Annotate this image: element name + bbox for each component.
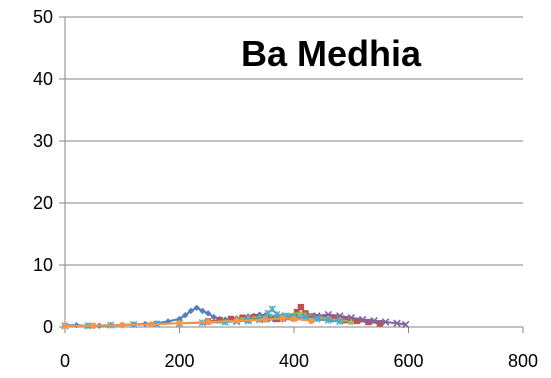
data-point (233, 317, 240, 324)
data-point (227, 315, 235, 323)
data-point (297, 303, 305, 311)
data-point (279, 315, 286, 322)
data-point (353, 317, 361, 324)
data-point (324, 316, 333, 324)
data-point (216, 316, 223, 324)
x-tick-labels: 0 200 400 600 800 (60, 351, 538, 371)
data-point (336, 317, 344, 326)
data-point (119, 321, 126, 329)
x-tick-label: 200 (164, 351, 194, 371)
data-point (182, 312, 189, 319)
y-tick-label: 30 (33, 131, 53, 151)
data-point (348, 318, 355, 325)
y-tick-label: 50 (33, 7, 53, 27)
data-point (290, 315, 298, 323)
data-point (273, 310, 281, 319)
data-point (147, 321, 155, 328)
data-point (199, 307, 206, 315)
data-point (365, 318, 372, 326)
data-point (370, 317, 378, 325)
data-point (296, 309, 303, 316)
y-tick-label: 10 (33, 255, 53, 275)
data-point (193, 304, 200, 311)
data-point (376, 320, 384, 327)
data-point (204, 318, 212, 326)
series-6 (61, 315, 315, 329)
y-tick-labels: 0 10 20 30 40 50 (33, 7, 53, 337)
data-point (210, 313, 218, 321)
data-point (313, 315, 321, 323)
data-point (176, 320, 183, 327)
y-tick-label: 0 (43, 317, 53, 337)
data-point (293, 308, 301, 316)
data-point (262, 316, 269, 323)
data-point (204, 310, 212, 317)
data-point (401, 320, 410, 329)
data-point (358, 315, 367, 324)
data-point (347, 313, 356, 322)
x-tick-label: 400 (279, 351, 309, 371)
data-point (324, 310, 333, 319)
x-tick-label: 600 (393, 351, 423, 371)
data-point (187, 307, 195, 315)
data-series (61, 303, 410, 330)
data-point (307, 317, 315, 324)
data-point (176, 315, 183, 323)
data-point (90, 322, 97, 329)
chart-title: Ba Medhia (241, 33, 422, 74)
y-tick-label: 20 (33, 193, 53, 213)
data-point (336, 312, 344, 320)
data-point (381, 318, 390, 326)
x-tick-label: 800 (508, 351, 538, 371)
gridlines (65, 16, 523, 266)
y-tick-label: 40 (33, 69, 53, 89)
data-point (268, 305, 276, 313)
x-tick-label: 0 (60, 351, 70, 371)
data-point (61, 322, 69, 329)
data-point (393, 319, 401, 328)
